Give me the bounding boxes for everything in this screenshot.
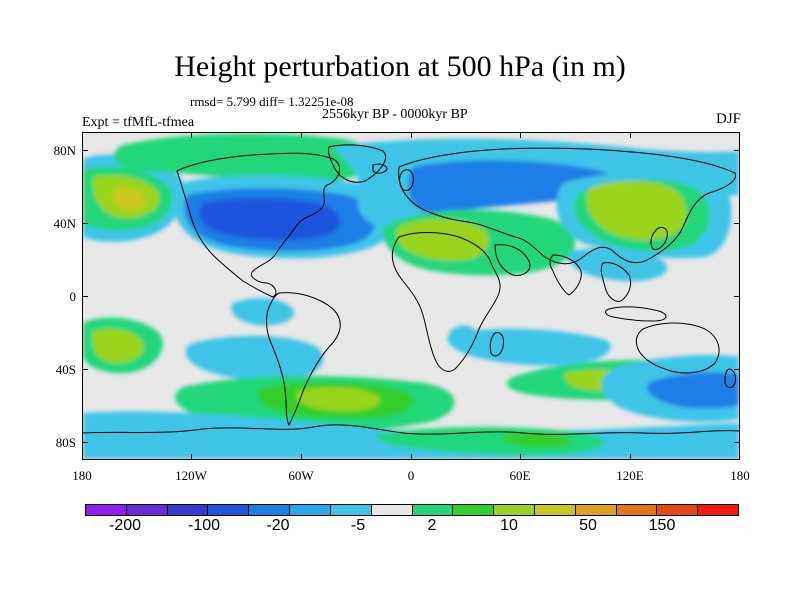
contour-high-southpacific-core <box>91 328 144 364</box>
coastline-north-america <box>176 152 341 298</box>
contour-high-antarctic-core <box>501 433 572 448</box>
contour-high-northpacific-east-core <box>586 180 687 241</box>
colorbar-label-10: 10 <box>500 517 518 534</box>
contour-high-mediterranean-core <box>396 218 489 261</box>
lon-tick <box>301 132 302 138</box>
lon-tick <box>520 132 521 138</box>
lat-tick <box>82 223 88 224</box>
contour-low-northamerica-core <box>199 197 341 241</box>
colorbar-swatch <box>657 505 699 515</box>
colorbar-swatch <box>86 505 127 515</box>
colorbar-swatch <box>330 505 372 515</box>
colorbar-swatch <box>249 505 291 515</box>
coastline-eurasia <box>398 147 737 265</box>
lat-tick <box>82 369 88 370</box>
colorbar-label-neg20: -20 <box>266 517 290 534</box>
colorbar-swatch <box>290 505 331 515</box>
colorbar-label-neg100: -100 <box>187 517 221 534</box>
contour-low-tropical-atlantic <box>231 298 295 326</box>
colorbar <box>85 504 739 516</box>
coastlines <box>83 144 739 435</box>
lat-tick <box>734 150 740 151</box>
colorbar-label-150: 150 <box>648 517 676 534</box>
contour-low-indianocean <box>447 328 611 366</box>
lon-label-120e: 120E <box>616 468 644 483</box>
coastline-arabia <box>494 244 531 276</box>
lat-tick <box>82 442 88 443</box>
colorbar-swatch <box>575 505 617 515</box>
lon-tick <box>411 132 412 138</box>
colorbar-swatch <box>371 505 413 515</box>
coastline-greenland <box>328 144 387 183</box>
colorbar-swatch <box>534 505 576 515</box>
contour-low-southpacific <box>185 335 324 381</box>
contour-low-east-asia <box>568 248 668 282</box>
lon-tick <box>630 454 631 460</box>
lat-tick <box>82 296 88 297</box>
lat-label-80n: 80N <box>53 143 76 158</box>
colorbar-label-2: 2 <box>427 517 437 534</box>
colorbar-swatch <box>412 505 454 515</box>
contour-low-tropical-indian <box>449 325 477 345</box>
contour-low-southpacific-east-core <box>646 372 739 409</box>
coastline-india <box>549 254 582 296</box>
figure-title: Height perturbation at 500 hPa (in m) <box>174 50 626 83</box>
coastline-australia <box>635 322 720 374</box>
lon-tick <box>411 454 412 460</box>
colorbar-swatch <box>126 505 168 515</box>
lon-label-60e: 60E <box>509 468 531 483</box>
lon-tick <box>191 454 192 460</box>
colorbar-swatch <box>494 505 535 515</box>
colorbar-swatch <box>616 505 658 515</box>
coastline-africa <box>391 232 501 372</box>
lat-tick <box>734 296 740 297</box>
coastline-uk <box>399 169 414 191</box>
colorbar-label-neg200: -200 <box>108 517 142 534</box>
lat-label-40s: 40S <box>55 362 76 377</box>
coastline-antarctica <box>83 424 739 435</box>
colorbar-swatch <box>698 505 738 515</box>
contour-map <box>83 133 739 459</box>
lon-label-60w: 60W <box>288 468 314 483</box>
colorbar-swatch <box>167 505 209 515</box>
period-text: 2556kyr BP - 0000kyr BP <box>322 107 468 122</box>
colorbar-label-neg5: -5 <box>350 517 366 534</box>
experiment-text: Expt = tfMfL-tfmea <box>82 115 195 130</box>
lon-label-0: 0 <box>407 468 415 483</box>
coastline-indonesia <box>605 306 667 322</box>
lon-label-180w: 180 <box>72 468 92 483</box>
lon-label-180e: 180 <box>730 468 750 483</box>
colorbar-swatch <box>208 505 250 515</box>
lat-label-40n: 40N <box>53 216 76 231</box>
lon-tick <box>630 132 631 138</box>
lat-tick <box>734 223 740 224</box>
lon-tick <box>520 454 521 460</box>
coastline-new-zealand <box>724 368 736 388</box>
coastline-japan <box>650 226 668 250</box>
coastline-madagascar <box>489 332 504 357</box>
lon-label-120w: 120W <box>175 468 207 483</box>
season-text: DJF <box>715 111 741 127</box>
contour-high-pacific-nw-peak <box>112 186 146 211</box>
coastline-south-america <box>266 292 341 427</box>
colorbar-swatch <box>453 505 495 515</box>
lat-label-0: 0 <box>69 289 77 304</box>
colorbar-label-50: 50 <box>579 517 597 534</box>
coastline-southeast-asia <box>600 262 632 302</box>
lat-label-80s: 80S <box>55 435 76 450</box>
lat-tick <box>734 369 740 370</box>
lon-tick <box>301 454 302 460</box>
contour-high-southatlantic-core <box>297 387 381 411</box>
lat-tick <box>82 150 88 151</box>
lat-tick <box>734 442 740 443</box>
lon-tick <box>191 132 192 138</box>
map-plot-area <box>82 132 740 460</box>
stats-text: rmsd= 5.799 diff= 1.32251e-08 <box>190 94 354 109</box>
coastline-iceland <box>372 163 388 174</box>
